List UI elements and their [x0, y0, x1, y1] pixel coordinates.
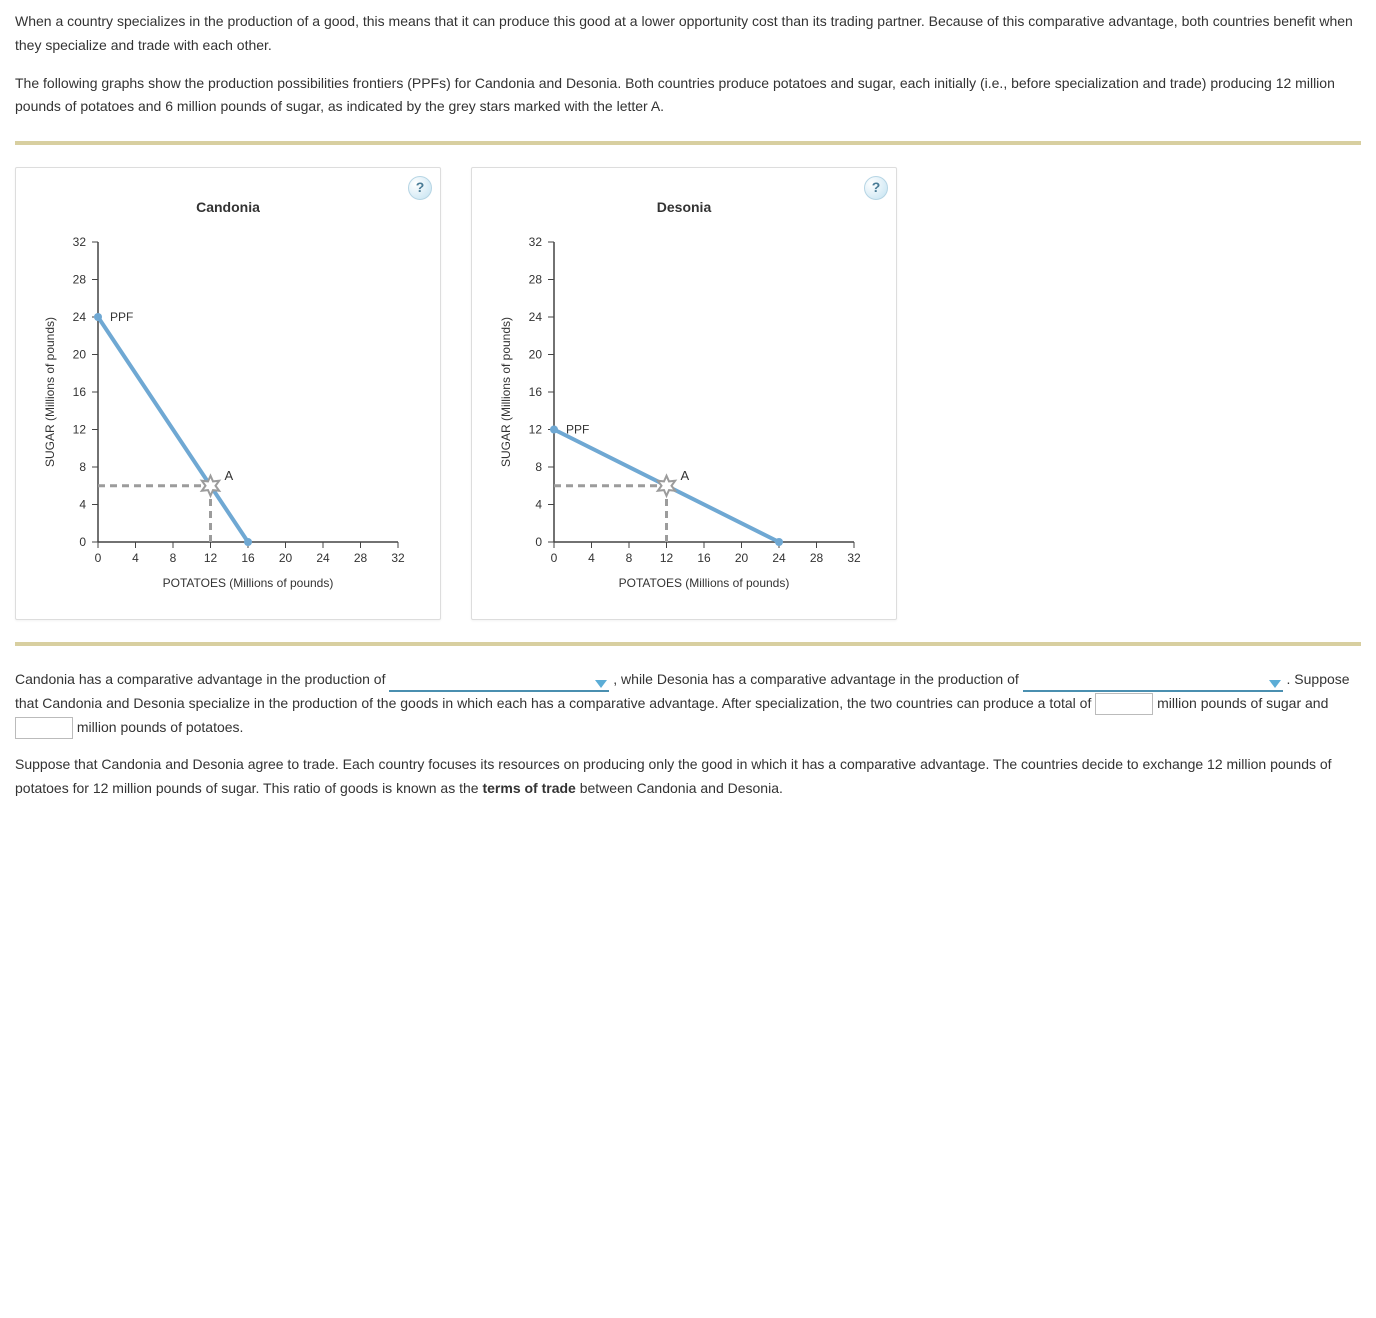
svg-text:8: 8	[79, 460, 86, 474]
svg-text:32: 32	[73, 235, 87, 249]
final-text-b: between Candonia and Desonia.	[576, 780, 783, 796]
chart-svg-desonia: 00 4 4 8 8 12 12 16 16 20 20 24 24 28 28 32 32 POTATOES (…	[494, 232, 874, 597]
q1-text-mid: , while Desonia has a comparative advant…	[613, 671, 1022, 687]
svg-text:28: 28	[354, 551, 368, 565]
svg-text:POTATOES (Millions of pounds): POTATOES (Millions of pounds)	[163, 576, 334, 590]
help-icon[interactable]: ?	[408, 176, 432, 200]
dropdown-candonia-good[interactable]	[389, 672, 609, 692]
svg-text:16: 16	[697, 551, 711, 565]
svg-text:32: 32	[391, 551, 405, 565]
svg-text:24: 24	[73, 310, 87, 324]
svg-text:20: 20	[735, 551, 749, 565]
q1-text-pre: Candonia has a comparative advantage in …	[15, 671, 389, 687]
svg-text:SUGAR (Millions of pounds): SUGAR (Millions of pounds)	[499, 317, 513, 467]
svg-text:12: 12	[660, 551, 674, 565]
svg-text:20: 20	[529, 347, 543, 361]
svg-text:POTATOES (Millions of pounds): POTATOES (Millions of pounds)	[619, 576, 790, 590]
svg-text:20: 20	[279, 551, 293, 565]
svg-text:24: 24	[529, 310, 543, 324]
svg-text:28: 28	[73, 272, 87, 286]
svg-text:28: 28	[810, 551, 824, 565]
input-potatoes-total[interactable]	[15, 717, 73, 739]
svg-text:SUGAR (Millions of pounds): SUGAR (Millions of pounds)	[43, 317, 57, 467]
svg-text:0: 0	[551, 551, 558, 565]
intro-paragraph-2: The following graphs show the production…	[15, 72, 1361, 120]
divider-top	[15, 141, 1361, 145]
svg-text:16: 16	[73, 385, 87, 399]
q2-text-b: million pounds of sugar and	[1157, 695, 1328, 711]
chart-desonia: ? Desonia 00 4 4 8 8 12 12 16 16 20 20 24 24 28 28 32 32…	[471, 167, 897, 620]
svg-text:12: 12	[73, 422, 87, 436]
svg-text:32: 32	[529, 235, 543, 249]
question-block: Candonia has a comparative advantage in …	[15, 668, 1361, 739]
svg-text:16: 16	[241, 551, 255, 565]
charts-row: ? Candonia 00448812121616202024242828323…	[15, 167, 1361, 620]
svg-text:8: 8	[535, 460, 542, 474]
terms-of-trade: terms of trade	[482, 780, 575, 796]
svg-text:24: 24	[772, 551, 786, 565]
intro-paragraph-1: When a country specializes in the produc…	[15, 10, 1361, 58]
svg-text:4: 4	[588, 551, 595, 565]
final-paragraph: Suppose that Candonia and Desonia agree …	[15, 753, 1361, 801]
svg-text:12: 12	[529, 422, 543, 436]
chevron-down-icon	[1269, 680, 1281, 688]
svg-text:20: 20	[73, 347, 87, 361]
chevron-down-icon	[595, 680, 607, 688]
chart-candonia: ? Candonia 00 4 4 8 8 12 12 16 16 20 20 24 24 28 28 32 3…	[15, 167, 441, 620]
svg-text:16: 16	[529, 385, 543, 399]
svg-text:0: 0	[95, 551, 102, 565]
help-icon[interactable]: ?	[864, 176, 888, 200]
svg-text:4: 4	[79, 497, 86, 511]
divider-bottom	[15, 642, 1361, 646]
svg-text:12: 12	[204, 551, 218, 565]
svg-text:PPF: PPF	[566, 422, 589, 436]
svg-text:8: 8	[626, 551, 633, 565]
input-sugar-total[interactable]	[1095, 693, 1153, 715]
svg-text:PPF: PPF	[110, 310, 133, 324]
chart-title-desonia: Desonia	[494, 196, 874, 220]
svg-text:8: 8	[170, 551, 177, 565]
svg-text:0: 0	[79, 535, 86, 549]
svg-text:A: A	[225, 468, 234, 483]
svg-text:28: 28	[529, 272, 543, 286]
chart-svg-candonia: 00 4 4 8 8 12 12 16 16 20 20 24 24 28 28 32 32 POTATOES (…	[38, 232, 418, 597]
svg-text:4: 4	[535, 497, 542, 511]
svg-text:A: A	[681, 468, 690, 483]
svg-text:4: 4	[132, 551, 139, 565]
dropdown-desonia-good[interactable]	[1023, 672, 1283, 692]
chart-title-candonia: Candonia	[38, 196, 418, 220]
svg-text:24: 24	[316, 551, 330, 565]
svg-text:0: 0	[535, 535, 542, 549]
q2-text-c: million pounds of potatoes.	[77, 719, 244, 735]
svg-text:32: 32	[847, 551, 861, 565]
